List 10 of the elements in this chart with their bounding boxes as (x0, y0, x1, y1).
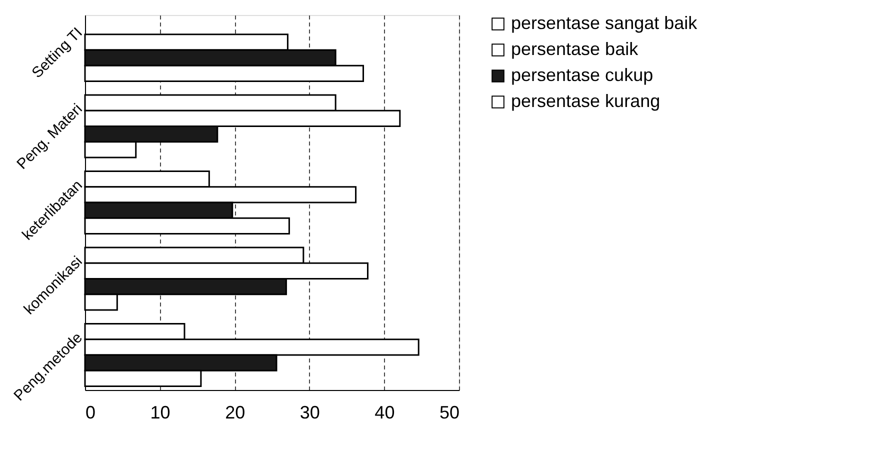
legend-label: persentase cukup (511, 65, 654, 85)
x-tick-label: 30 (300, 402, 320, 422)
x-tick-label: 10 (150, 402, 170, 422)
x-tick-label: 0 (86, 402, 96, 422)
x-tick-label: 40 (374, 402, 395, 422)
x-tick-label: 50 (439, 402, 460, 422)
x-tick-label: 20 (225, 402, 246, 422)
legend-label: persentase sangat baik (511, 13, 698, 33)
legend-label: persentase kurang (511, 91, 660, 111)
legend-label: persentase baik (511, 39, 640, 59)
